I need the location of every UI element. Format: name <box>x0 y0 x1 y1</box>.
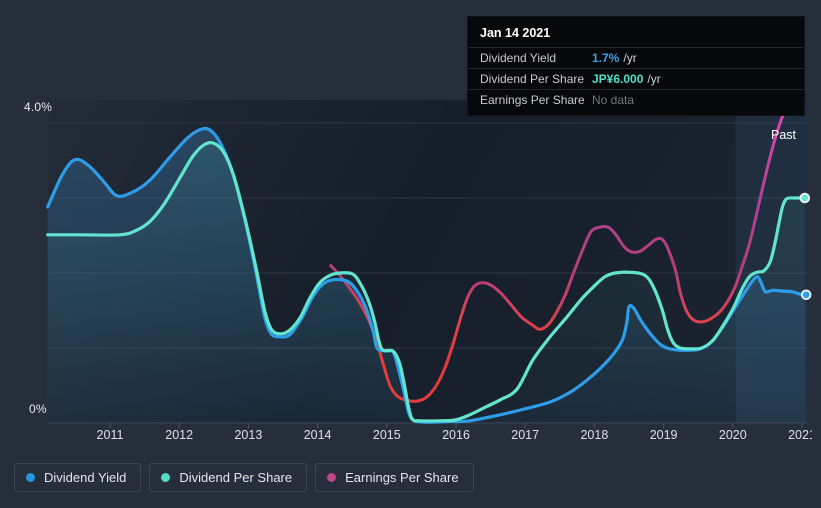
legend-label: Dividend Per Share <box>179 470 293 485</box>
x-axis-label-2011: 2011 <box>96 428 124 442</box>
legend-label: Dividend Yield <box>44 470 127 485</box>
end-dot-dividend-yield <box>800 289 812 301</box>
x-axis-ticks <box>109 423 803 428</box>
y-axis-label-top: 4.0% <box>24 100 53 114</box>
x-axis-label-2015: 2015 <box>372 428 401 442</box>
tooltip-row-earnings-per-share: Earnings Per Share No data <box>468 89 804 110</box>
legend-label: Earnings Per Share <box>345 470 459 485</box>
end-dot-dividend-per-share <box>799 192 811 204</box>
legend-item-earnings-per-share[interactable]: Earnings Per Share <box>315 463 474 492</box>
y-axis-label-bottom: 0% <box>29 402 47 416</box>
tooltip-value: 1.7% <box>592 51 620 65</box>
x-axis-labels: 2011 2012 2013 2014 2015 2016 2017 2018 2019 2020… <box>0 428 812 448</box>
x-axis-label-2021: 2021 <box>788 428 812 442</box>
earnings-per-share-dot-icon <box>327 473 337 482</box>
legend-item-dividend-per-share[interactable]: Dividend Per Share <box>149 463 308 492</box>
tooltip-unit: /yr <box>623 51 637 65</box>
legend-item-dividend-yield[interactable]: Dividend Yield <box>14 463 142 492</box>
tooltip-label: Dividend Per Share <box>480 72 585 86</box>
tooltip-value: No data <box>592 93 635 107</box>
x-axis-label-2020: 2020 <box>718 428 747 442</box>
x-axis-label-2013: 2013 <box>234 428 263 442</box>
chart-legend: Dividend Yield Dividend Per Share Earnings… <box>14 463 474 492</box>
tooltip-row-dividend-per-share: Dividend Per Share JP¥6.000 /yr <box>468 68 804 89</box>
earnings-per-share-line[interactable] <box>329 107 789 403</box>
tooltip-value: JP¥6.000 <box>592 72 644 86</box>
tooltip-label: Earnings Per Share <box>480 93 585 107</box>
x-axis-label-2014: 2014 <box>303 428 332 442</box>
x-axis-label-2016: 2016 <box>442 428 470 442</box>
x-axis-label-2017: 2017 <box>511 428 540 442</box>
tooltip-date: Jan 14 2021 <box>480 26 551 40</box>
series-end-markers <box>799 192 812 301</box>
past-region-label: Past <box>771 128 797 142</box>
x-axis-label-2012: 2012 <box>165 428 194 442</box>
dividend-per-share-line[interactable] <box>46 140 807 423</box>
dividend-per-share-dot-icon <box>161 473 171 482</box>
tooltip-unit: /yr <box>647 72 661 86</box>
x-axis-label-2018: 2018 <box>580 428 609 442</box>
tooltip-label: Dividend Yield <box>480 51 557 65</box>
date-tooltip: Jan 14 2021 Dividend Yield 1.7% /yr Divi… <box>467 16 805 116</box>
x-axis-label-2019: 2019 <box>649 428 678 442</box>
tooltip-row-dividend-yield: Dividend Yield 1.7% /yr <box>468 47 804 68</box>
dividend-yield-dot-icon <box>26 473 35 482</box>
